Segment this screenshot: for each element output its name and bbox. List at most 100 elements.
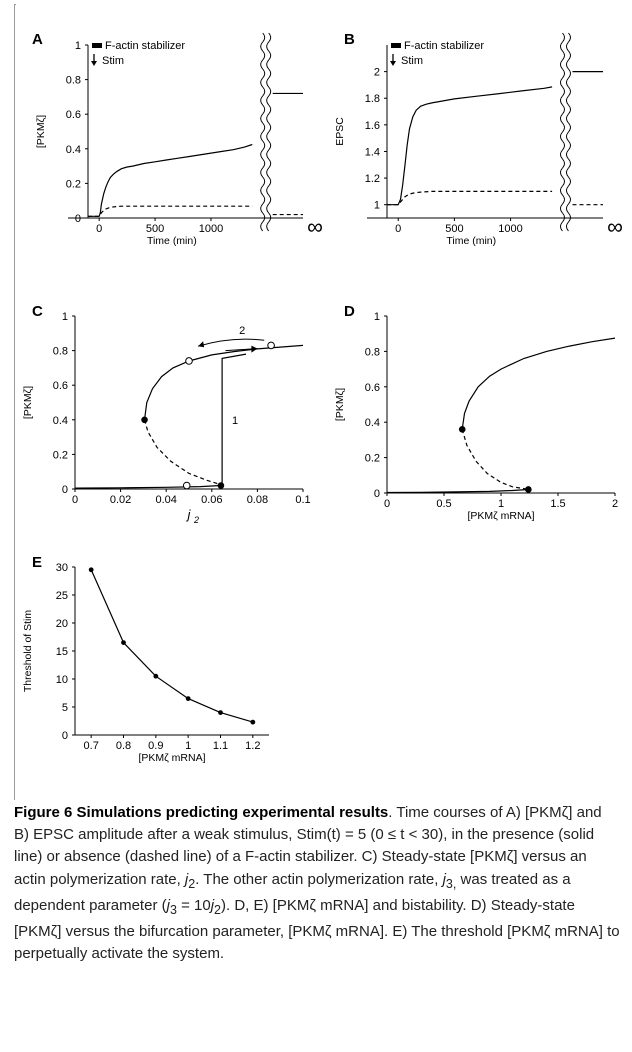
panel-a-x-axis-label: Time (min) [147,235,197,247]
caption-j-symbol: j [442,870,446,888]
panel-a-x-tick-label: 1000 [199,223,223,235]
panel-c-annotation-2: 2 [239,325,245,337]
panel-e-data-point [218,710,223,715]
panel-d-series-line-0 [461,337,616,430]
panel-b-y-tick-label: 1.8 [365,93,380,105]
panel-e-x-tick-label: 1.1 [213,740,228,752]
panel-c-y-axis-label: [PKMζ] [22,386,34,419]
panel-e-y-tick-label: 0 [62,730,68,742]
panel-a-axis-break [266,32,272,232]
panel-b-y-tick-label: 1 [374,200,380,212]
panel-b-x-tick-label: 1000 [498,223,522,235]
panel-d-y-axis-label: [PKMζ] [334,388,346,421]
panel-b-x-tick-label: 0 [395,223,401,235]
panel-d-bifurcation-point [458,425,466,433]
panel-c-hysteresis-point [185,357,193,365]
panel-b-series-line-1 [387,190,553,206]
legend-stabilizer-label: F-actin stabilizer [404,40,484,52]
panel-d-y-tick-label: 0.4 [365,417,380,429]
legend-stim-arrow-head [91,61,97,66]
panel-a-y-tick-label: 0.6 [66,109,81,121]
panel-a-series-line-1 [88,205,253,217]
panel-c-bifurcation-point [141,416,148,424]
panel-e-y-tick-label: 30 [56,562,68,574]
panel-c-x-axis-label-sub: 2 [193,515,199,525]
panel-e-x-tick-label: 0.8 [116,740,131,752]
panel-d-series-line-1 [461,429,529,491]
panel-d-y-tick-label: 0.6 [365,382,380,394]
panel-d-y-tick-label: 1 [374,311,380,323]
legend-stabilizer-bar [92,43,102,48]
panel-d-y-tick-label: 0.8 [365,346,380,358]
panel-d-x-tick-label: 0 [384,498,390,510]
panel-d-x-tick-label: 1 [498,498,504,510]
panel-a-y-tick-label: 0.8 [66,75,81,87]
panel-a-y-axis-label: [PKMζ] [35,115,47,148]
panel-e-y-tick-label: 15 [56,646,68,658]
panel-e-y-tick-label: 10 [56,674,68,686]
caption-text-3: was treated as a dependent parameter ( [14,870,571,914]
panel-e-x-axis-label: [PKMζ mRNA] [138,752,205,764]
figure-number: Figure 6 [14,804,73,821]
panel-b-x-tick-label: 500 [445,223,463,235]
panel-a-y-tick-label: 1 [75,40,81,52]
panel-e-data-point [88,567,94,573]
panel-c-x-tick-label: 0 [72,494,78,506]
caption-j-symbol: j [166,896,170,914]
panel-b-x-axis-label: Time (min) [446,235,496,247]
legend-stabilizer-label: F-actin stabilizer [105,40,185,52]
panel-a-x-tick-label: 500 [146,223,164,235]
panel-b-y-axis-label: EPSC [334,117,346,146]
panel-e-y-tick-label: 25 [56,590,68,602]
caption-sub: 2 [188,876,196,891]
caption-text-4: = 10 [176,896,211,914]
panel-c-arrow-right-head [251,345,258,353]
panel-b-y-tick-label: 1.6 [365,120,380,132]
panel-c-y-tick-label: 0.2 [53,449,68,461]
panel-c-y-tick-label: 1 [62,311,68,323]
caption-text-2: . The other actin polymerization rate, [195,870,443,888]
panel-a-y-tick-label: 0.2 [66,178,81,190]
panel-b-y-tick-label: 1.4 [365,146,380,158]
panel-c-series-line-0 [143,344,304,420]
panel-e-x-tick-label: 1.2 [245,740,260,752]
panel-b-axis-break [560,32,565,232]
panel-c-bifurcation-point [217,482,225,489]
panel-c-y-tick-label: 0 [62,484,68,496]
panel-e-label: E [32,554,42,571]
panel-d-bifurcation-point [525,486,532,493]
panel-b-label: B [344,31,355,48]
panel-c-label: C [32,303,43,320]
panel-d-y-tick-label: 0 [374,488,380,500]
caption-sub: 3 [169,902,177,917]
panel-c-arrow-left [197,338,265,347]
panel-d-series-line-2 [386,488,529,494]
panel-e-series-line [90,569,253,723]
legend-stim-label: Stim [401,55,423,67]
panel-a-label: A [32,31,43,48]
legend-stabilizer-bar [391,43,401,48]
panel-c-x-tick-label: 0.04 [155,494,176,506]
panel-e-y-tick-label: 20 [56,618,68,630]
left-border [14,4,15,1052]
panel-c-hysteresis-point [267,341,275,350]
panel-d-x-tick-label: 1.5 [550,498,565,510]
panel-b-series-line-0 [387,86,553,206]
panel-c-x-tick-label: 0.06 [201,494,222,506]
panel-a-y-tick-label: 0 [75,213,81,225]
panel-b-y-tick-label: 1.2 [365,173,380,185]
caption-text-5: ). D, E) [PKMζ mRNA] and bistability. D)… [14,896,620,963]
panel-e-data-point [185,696,191,701]
panel-d-label: D [344,303,355,320]
panel-e-x-tick-label: 0.7 [84,740,99,752]
figure-title: Simulations predicting experimental resu… [76,804,389,821]
panel-a-axis-break [260,32,266,232]
panel-c-series-line-3 [221,353,247,486]
panel-a-series-line-0 [88,143,253,217]
legend-stim-label: Stim [102,55,124,67]
panel-c-y-tick-label: 0.4 [53,415,68,427]
panel-a-y-tick-label: 0.4 [66,144,81,156]
panel-c-hysteresis-point [182,481,191,490]
caption-sub: 2 [214,902,221,917]
panel-c-y-tick-label: 0.6 [53,380,68,392]
